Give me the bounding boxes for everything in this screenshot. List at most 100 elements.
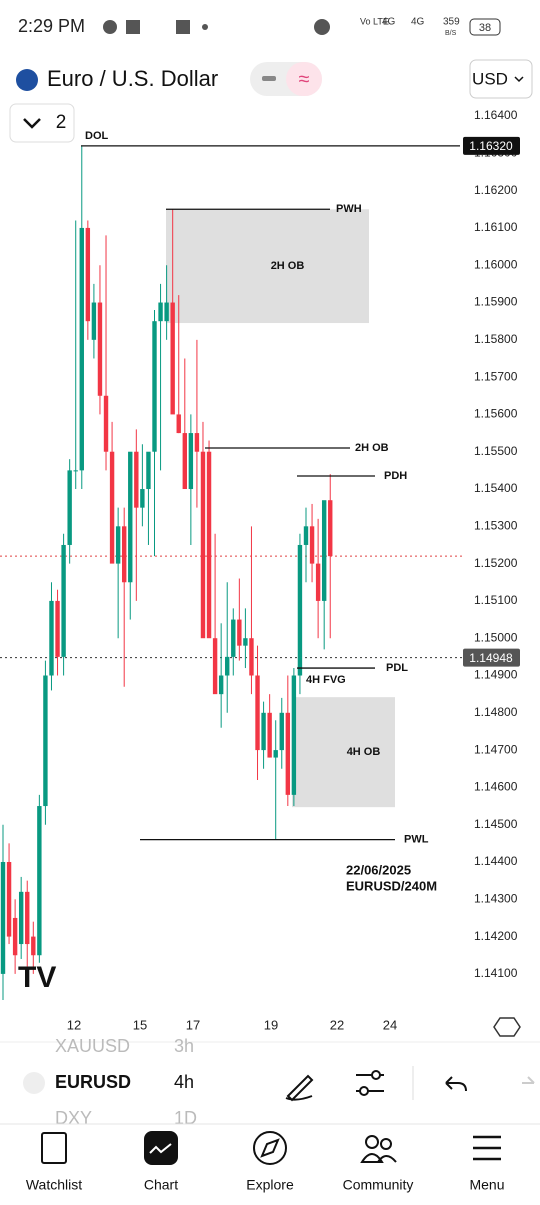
candle-body xyxy=(321,500,327,601)
y-tick-label: 1.14400 xyxy=(474,854,518,868)
candle-body xyxy=(182,433,187,490)
battery-level: 38 xyxy=(479,22,491,34)
y-tick-label: 1.14200 xyxy=(474,929,518,943)
currency: USD xyxy=(472,69,508,88)
nav-icon[interactable] xyxy=(41,1132,67,1164)
candle-body xyxy=(297,544,303,676)
candle-body xyxy=(212,638,218,695)
status-icon xyxy=(103,20,117,34)
watch-tf[interactable]: 3h xyxy=(174,1036,194,1056)
candle-body xyxy=(188,433,194,490)
candle-body xyxy=(79,227,84,471)
candle-body xyxy=(309,526,315,564)
y-tick-label: 1.15400 xyxy=(474,481,518,495)
level-label: PDH xyxy=(384,470,407,482)
toggle-icon xyxy=(262,76,276,81)
symbol-title[interactable]: Euro / U.S. Dollar xyxy=(47,66,218,91)
candle-body xyxy=(255,675,260,751)
candle-body xyxy=(115,526,121,564)
status-icon xyxy=(126,20,140,34)
candle-body xyxy=(328,500,333,557)
status-alarm xyxy=(314,19,330,35)
y-tick-label: 1.15600 xyxy=(474,407,518,421)
nav-icon[interactable] xyxy=(473,1135,501,1161)
status-volte: Vo LTE xyxy=(360,16,389,26)
candle-body xyxy=(43,675,48,807)
price-badge-label: 1.14948 xyxy=(469,651,513,665)
price-badge xyxy=(463,648,520,667)
watch-symbol[interactable]: XAUUSD xyxy=(55,1036,130,1056)
candle-body xyxy=(55,600,60,657)
candle-body xyxy=(315,563,321,601)
toggle-on[interactable] xyxy=(286,62,322,96)
chart: 1.164001.163001.162001.161001.160001.159… xyxy=(0,108,520,1032)
watch-symbol[interactable]: EURUSD xyxy=(55,1072,131,1092)
candle-body xyxy=(140,489,145,508)
layout-button[interactable] xyxy=(9,103,75,143)
chevron xyxy=(514,76,524,83)
nav-label[interactable]: Community xyxy=(343,1177,414,1193)
y-tick-label: 1.16000 xyxy=(474,257,518,271)
undo-icon[interactable] xyxy=(445,1076,467,1092)
watch-tf[interactable]: 1D xyxy=(174,1108,197,1128)
candle-body xyxy=(206,451,212,639)
y-tick-label: 1.16100 xyxy=(474,220,518,234)
note: EURUSD/240M xyxy=(346,878,437,893)
candle-body xyxy=(37,806,42,956)
level-label: PDL xyxy=(386,662,408,674)
y-tick-label: 1.15900 xyxy=(474,295,518,309)
candle-body xyxy=(243,638,248,646)
candle-body xyxy=(194,433,200,452)
candle-body xyxy=(18,891,24,945)
candle-body xyxy=(285,712,291,795)
zone-label: 4H OB xyxy=(347,746,381,758)
nav-label[interactable]: Explore xyxy=(246,1177,294,1193)
y-tick-label: 1.15700 xyxy=(474,369,518,383)
watch-symbol[interactable]: DXY xyxy=(55,1108,92,1128)
currency-button[interactable] xyxy=(469,59,533,99)
candle-body xyxy=(146,451,151,490)
level-label: PWH xyxy=(336,203,362,215)
redo-icon[interactable] xyxy=(522,1076,535,1084)
candle-body xyxy=(49,600,54,676)
status-speed: 359 xyxy=(443,17,460,28)
watch-tf[interactable]: 4h xyxy=(174,1072,194,1092)
layout-count: 2 xyxy=(56,112,67,133)
status-icon xyxy=(176,20,190,34)
draw-icon[interactable] xyxy=(285,1074,314,1102)
y-tick-label: 1.15100 xyxy=(474,593,518,607)
slider-knob xyxy=(359,1086,369,1096)
nav-label[interactable]: Watchlist xyxy=(26,1177,82,1193)
y-tick-label: 1.14900 xyxy=(474,668,518,682)
candle-body xyxy=(122,526,127,583)
y-tick-label: 1.14700 xyxy=(474,742,518,756)
candle-body xyxy=(237,619,242,646)
candle-body xyxy=(109,451,115,564)
nav-icon[interactable] xyxy=(253,1131,287,1165)
nav-label[interactable]: Chart xyxy=(144,1177,178,1193)
settings-icon[interactable] xyxy=(493,1017,521,1037)
candle-body xyxy=(303,526,309,545)
x-tick-label: 19 xyxy=(264,1017,278,1032)
x-tick-label: 17 xyxy=(186,1017,200,1032)
y-tick-label: 1.14600 xyxy=(474,780,518,794)
y-tick-label: 1.14800 xyxy=(474,705,518,719)
nav-label[interactable]: Menu xyxy=(469,1177,504,1193)
candle-body xyxy=(6,861,12,937)
y-tick-label: 1.15000 xyxy=(474,630,518,644)
candle-body xyxy=(218,675,224,695)
status-net: 4G xyxy=(382,17,396,28)
candle-body xyxy=(261,712,266,751)
level-label: DOL xyxy=(85,130,109,142)
candle-body xyxy=(67,470,72,545)
nav-icon[interactable] xyxy=(365,1135,379,1149)
nav-icon[interactable] xyxy=(144,1131,178,1165)
candle-body xyxy=(31,936,36,956)
battery xyxy=(469,18,501,36)
candle-body xyxy=(273,750,278,758)
y-tick-label: 1.14500 xyxy=(474,817,518,831)
candle-body xyxy=(164,302,169,322)
